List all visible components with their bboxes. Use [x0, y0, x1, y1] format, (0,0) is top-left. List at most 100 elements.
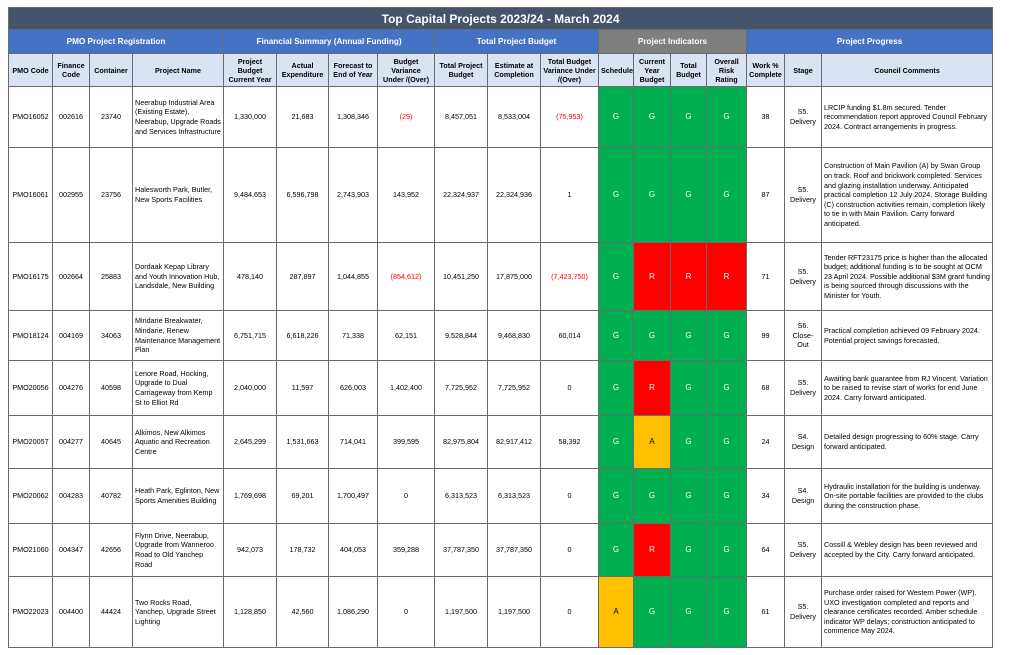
total-budget-variance: 0 [540, 468, 599, 524]
council-comments: Purchase order raised for Western Power … [820, 576, 994, 648]
project-name: Lenore Road, Hocking, Upgrade to Dual Ca… [132, 360, 224, 416]
table-row: PMO16061 002955 23756 Halesworth Park, Butl… [8, 147, 994, 243]
pmo-code: PMO16061 [8, 147, 53, 243]
council-comments: Awaiting bank guarantee from RJ Vincent.… [820, 360, 994, 416]
container-id: 23740 [89, 86, 133, 148]
finance-code: 004169 [52, 310, 90, 361]
finance-code: 004400 [52, 576, 90, 648]
total-budget-indicator: G [670, 468, 707, 524]
actual-expenditure: 1,531,663 [276, 415, 329, 469]
total-budget-indicator: G [670, 310, 707, 361]
col-actual-expenditure: Actual Expenditure [276, 53, 329, 87]
stage: S6. Close-Out [784, 310, 822, 361]
finance-code: 002955 [52, 147, 90, 243]
col-work-complete: Work % Complete [746, 53, 785, 87]
work-complete: 71 [746, 242, 785, 311]
current-year-budget-indicator: G [633, 468, 671, 524]
schedule-indicator: G [598, 310, 634, 361]
total-project-budget: 37,787,350 [434, 523, 488, 577]
total-budget-indicator: G [670, 360, 707, 416]
finance-code: 004277 [52, 415, 90, 469]
work-complete: 68 [746, 360, 785, 416]
overall-risk-indicator: R [706, 242, 747, 311]
table-row: PMO22023 004400 44424 Two Rocks Road, Yanch… [8, 576, 994, 648]
table-row: PMO21060 004347 42656 Flynn Drive, Neerabup… [8, 523, 994, 577]
total-project-budget: 9,528,844 [434, 310, 488, 361]
total-budget-indicator: R [670, 242, 707, 311]
container-id: 40598 [89, 360, 133, 416]
col-project-name: Project Name [132, 53, 224, 87]
container-id: 40782 [89, 468, 133, 524]
actual-expenditure: 287,897 [276, 242, 329, 311]
estimate-at-completion: 37,787,350 [487, 523, 541, 577]
council-comments: Construction of Main Pavilion (A) by Swa… [820, 147, 994, 243]
finance-code: 004283 [52, 468, 90, 524]
schedule-indicator: G [598, 242, 634, 311]
budget-variance: 143,952 [377, 147, 435, 243]
col-council-comments: Council Comments [820, 53, 994, 87]
col-container: Container [89, 53, 133, 87]
work-complete: 38 [746, 86, 785, 148]
total-budget-indicator: G [670, 86, 707, 148]
work-complete: 64 [746, 523, 785, 577]
col-current-year-budget: Current Year Budget [633, 53, 671, 87]
col-forecast: Forecast to End of Year [328, 53, 378, 87]
schedule-indicator: G [598, 523, 634, 577]
budget-current-year: 1,769,698 [223, 468, 277, 524]
total-budget-variance: (75,953) [540, 86, 599, 148]
stage: S4. Design [784, 468, 822, 524]
overall-risk-indicator: G [706, 415, 747, 469]
project-name: Neerabup Industrial Area (Existing Estat… [132, 86, 224, 148]
finance-code: 004276 [52, 360, 90, 416]
forecast-end-of-year: 1,700,497 [328, 468, 378, 524]
table-row: PMO20062 004283 40782 Heath Park, Eglinton,… [8, 468, 994, 524]
actual-expenditure: 42,560 [276, 576, 329, 648]
table-row: PMO16052 002616 23740 Neerabup Industrial A… [8, 86, 994, 148]
schedule-indicator: G [598, 360, 634, 416]
pmo-code: PMO22023 [8, 576, 53, 648]
container-id: 34063 [89, 310, 133, 361]
estimate-at-completion: 1,197,500 [487, 576, 541, 648]
total-budget-variance: 58,392 [540, 415, 599, 469]
actual-expenditure: 11,597 [276, 360, 329, 416]
budget-variance: 399,595 [377, 415, 435, 469]
table-row: PMO18124 004169 34063 Mindarie Breakwater, … [8, 310, 994, 361]
container-id: 23756 [89, 147, 133, 243]
total-project-budget: 8,457,051 [434, 86, 488, 148]
total-budget-indicator: G [670, 576, 707, 648]
work-complete: 34 [746, 468, 785, 524]
report-container: Top Capital Projects 2023/24 - March 202… [7, 7, 994, 648]
stage: S5. Delivery [784, 242, 822, 311]
col-total-budget-variance: Total Budget Variance Under /(Over) [540, 53, 599, 87]
total-budget-variance: 0 [540, 523, 599, 577]
pmo-code: PMO21060 [8, 523, 53, 577]
group-progress: Project Progress [745, 29, 994, 54]
total-budget-indicator: G [670, 523, 707, 577]
estimate-at-completion: 7,725,952 [487, 360, 541, 416]
overall-risk-indicator: G [706, 576, 747, 648]
col-estimate-completion: Estimate at Completion [487, 53, 541, 87]
current-year-budget-indicator: G [633, 86, 671, 148]
forecast-end-of-year: 714,041 [328, 415, 378, 469]
total-project-budget: 10,451,250 [434, 242, 488, 311]
budget-variance: 0 [377, 576, 435, 648]
actual-expenditure: 6,618,226 [276, 310, 329, 361]
estimate-at-completion: 8,533,004 [487, 86, 541, 148]
budget-variance: 62,151 [377, 310, 435, 361]
stage: S5. Delivery [784, 360, 822, 416]
project-name: Two Rocks Road, Yanchep, Upgrade Street … [132, 576, 224, 648]
total-project-budget: 22,324,937 [434, 147, 488, 243]
budget-current-year: 942,073 [223, 523, 277, 577]
actual-expenditure: 6,596,798 [276, 147, 329, 243]
council-comments: LRCIP funding $1.8m secured. Tender reco… [820, 86, 994, 148]
col-stage: Stage [784, 53, 822, 87]
group-financial-summary: Financial Summary (Annual Funding) [223, 29, 435, 54]
budget-variance: 0 [377, 468, 435, 524]
group-indicators: Project Indicators [598, 29, 747, 54]
project-name: Alkimos, New Alkimos Aquatic and Recreat… [132, 415, 224, 469]
col-overall-risk: Overall Risk Rating [706, 53, 747, 87]
current-year-budget-indicator: R [633, 242, 671, 311]
project-name: Mindarie Breakwater, Mindarie, Renew Mai… [132, 310, 224, 361]
col-finance-code: Finance Code [52, 53, 90, 87]
actual-expenditure: 21,683 [276, 86, 329, 148]
